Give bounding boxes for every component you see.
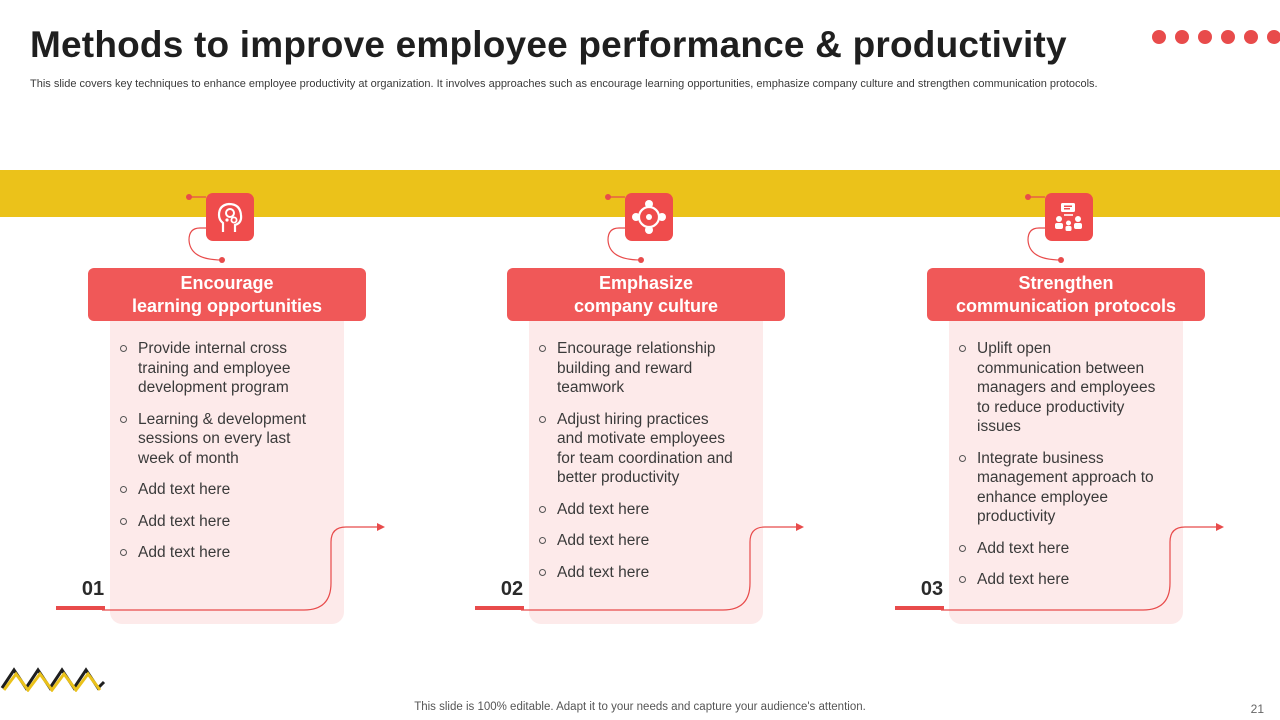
list-item: Add text here bbox=[957, 539, 1157, 559]
bullet-icon bbox=[539, 537, 546, 544]
card-title-line-2: communication protocols bbox=[955, 295, 1177, 316]
list-item: Add text here bbox=[957, 570, 1157, 590]
bullet-icon bbox=[539, 415, 546, 423]
card-number: 01 bbox=[81, 578, 105, 600]
number-underline bbox=[56, 606, 105, 610]
list-item-text: Add text here bbox=[977, 571, 1070, 588]
list-item: Learning & development sessions on every… bbox=[118, 410, 318, 469]
card-title-line-1: Encourage bbox=[180, 272, 274, 293]
card-list: Provide internal cross training and empl… bbox=[118, 339, 318, 575]
team-circle-icon-badge bbox=[625, 193, 673, 241]
bullet-icon bbox=[539, 568, 546, 576]
list-item: Add text here bbox=[118, 543, 318, 563]
list-item: Add text here bbox=[537, 531, 737, 551]
list-item-text: Add text here bbox=[557, 563, 650, 581]
dot-4 bbox=[1221, 30, 1235, 44]
flow-arrow bbox=[941, 523, 1224, 611]
method-card-1: Encourage learning opportunities Provide i… bbox=[56, 190, 388, 630]
connector-line bbox=[186, 194, 225, 263]
bullet-icon bbox=[959, 345, 966, 352]
communication-network-icon-badge bbox=[1045, 193, 1093, 241]
dot-3 bbox=[1198, 30, 1212, 44]
dot-6 bbox=[1267, 30, 1280, 44]
flow-arrow bbox=[102, 523, 385, 611]
card-title-line-1: Strengthen bbox=[1018, 272, 1114, 293]
team-circle-icon bbox=[631, 199, 667, 235]
list-item-text: Integrate business management approach t… bbox=[977, 449, 1154, 526]
list-item: Add text here bbox=[118, 512, 318, 532]
dot-2 bbox=[1175, 30, 1189, 44]
page-number: 21 bbox=[1250, 702, 1264, 716]
bullet-icon bbox=[120, 517, 127, 525]
head-gears-icon bbox=[215, 200, 245, 234]
list-item-text: Add text here bbox=[138, 512, 231, 530]
card-list: Encourage relationship building and rewa… bbox=[537, 339, 737, 594]
list-item-text: Encourage relationship building and rewa… bbox=[557, 340, 716, 396]
list-item-text: Adjust hiring practices and motivate emp… bbox=[557, 410, 733, 487]
card-title-line-2: learning opportunities bbox=[131, 295, 322, 316]
card-header: Emphasize company culture bbox=[507, 268, 785, 321]
card-header: Strengthen communication protocols bbox=[927, 268, 1205, 321]
bullet-icon bbox=[539, 505, 546, 513]
list-item-text: Add text here bbox=[557, 532, 650, 549]
list-item: Uplift open communication between manage… bbox=[957, 339, 1157, 437]
list-item: Add text here bbox=[537, 563, 737, 583]
bullet-icon bbox=[120, 345, 127, 352]
list-item-text: Add text here bbox=[557, 500, 650, 518]
communication-network-icon bbox=[1053, 201, 1085, 233]
head-gears-icon-badge bbox=[206, 193, 254, 241]
card-body bbox=[529, 312, 763, 624]
bullet-icon bbox=[120, 415, 127, 423]
list-item-text: Learning & development sessions on every… bbox=[138, 410, 307, 467]
number-underline bbox=[895, 606, 944, 610]
list-item: Adjust hiring practices and motivate emp… bbox=[537, 410, 737, 488]
card-title-line-1: Emphasize bbox=[598, 272, 694, 293]
number-underline bbox=[475, 606, 524, 610]
page-subtitle: This slide covers key techniques to enha… bbox=[30, 78, 1098, 90]
list-item: Encourage relationship building and rewa… bbox=[537, 339, 737, 398]
list-item-text: Provide internal cross training and empl… bbox=[138, 340, 291, 396]
card-title-line-2: company culture bbox=[573, 295, 719, 316]
bullet-icon bbox=[959, 544, 966, 552]
list-item: Provide internal cross training and empl… bbox=[118, 339, 318, 398]
list-item-text: Add text here bbox=[138, 544, 231, 561]
card-list: Uplift open communication between manage… bbox=[957, 339, 1157, 602]
method-card-2: Emphasize company culture Encourage relati… bbox=[475, 190, 807, 630]
bullet-icon bbox=[120, 486, 127, 493]
card-number: 03 bbox=[920, 578, 944, 600]
dot-1 bbox=[1152, 30, 1166, 44]
card-body bbox=[949, 312, 1183, 624]
bullet-icon bbox=[959, 454, 966, 462]
list-item-text: Uplift open communication between manage… bbox=[977, 340, 1156, 435]
list-item: Add text here bbox=[118, 480, 318, 500]
list-item-text: Add text here bbox=[138, 481, 231, 498]
list-item: Add text here bbox=[537, 500, 737, 520]
card-body bbox=[110, 312, 344, 624]
decorative-dots bbox=[1150, 30, 1280, 46]
card-header: Encourage learning opportunities bbox=[88, 268, 366, 321]
page-title: Methods to improve employee performance … bbox=[30, 24, 1067, 65]
card-number: 02 bbox=[500, 578, 524, 600]
flow-arrow bbox=[521, 523, 804, 611]
list-item-text: Add text here bbox=[977, 539, 1070, 557]
company-logo bbox=[0, 664, 110, 697]
method-card-3: Strengthen communication protocols Uplift … bbox=[895, 190, 1227, 630]
bullet-icon bbox=[959, 576, 966, 583]
bullet-icon bbox=[539, 345, 546, 352]
dot-5 bbox=[1244, 30, 1258, 44]
list-item: Integrate business management approach t… bbox=[957, 449, 1157, 527]
footer-note: This slide is 100% editable. Adapt it to… bbox=[414, 701, 866, 713]
connector-line bbox=[1025, 194, 1064, 263]
connector-line bbox=[605, 194, 644, 263]
bullet-icon bbox=[120, 549, 127, 556]
